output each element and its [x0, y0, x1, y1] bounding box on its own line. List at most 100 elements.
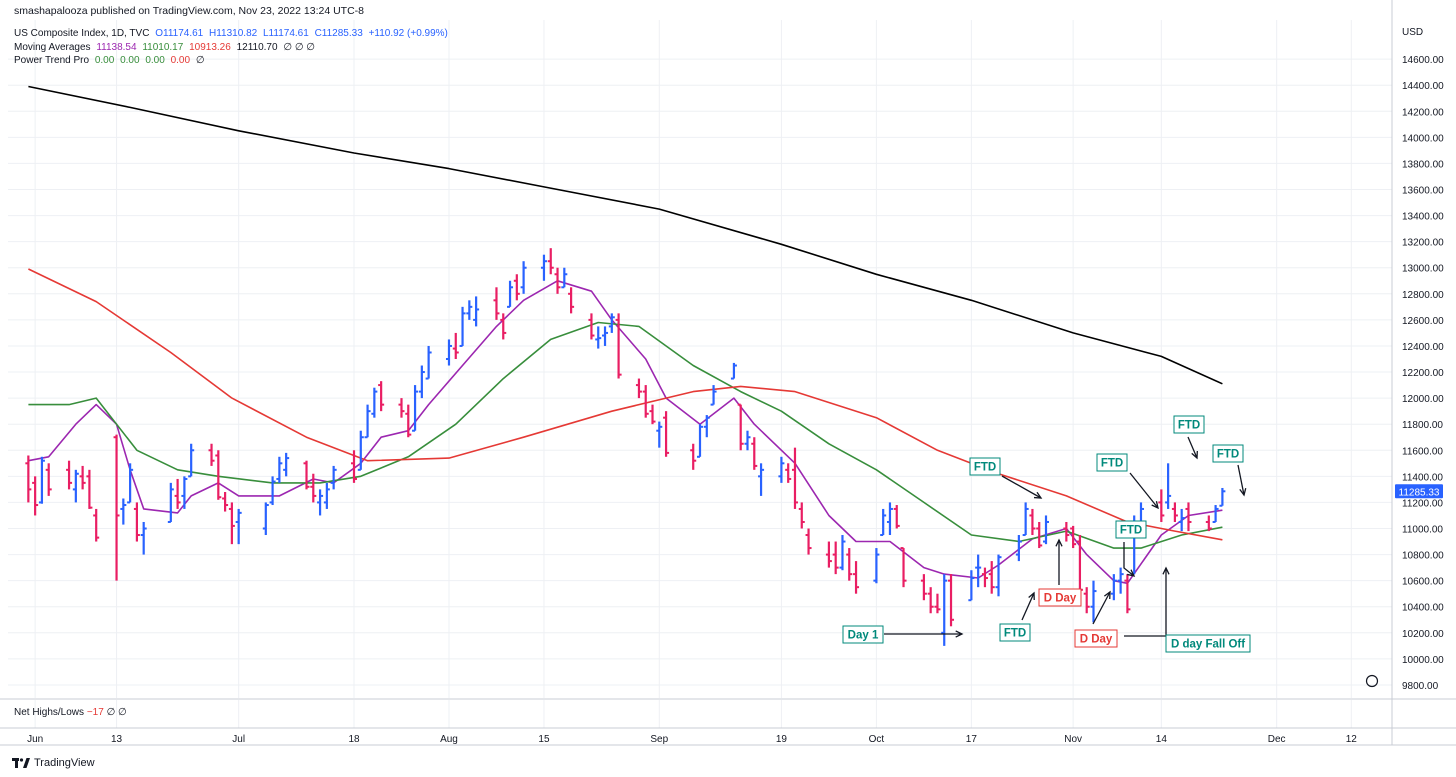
ma-line — [28, 321, 1223, 549]
footer-brand[interactable]: TradingView — [12, 757, 95, 769]
ohlc-bar — [608, 313, 615, 333]
annotation-arrow-head — [1033, 491, 1043, 499]
ohlc-bar — [79, 465, 86, 490]
symbol-name: US Composite Index, 1D, TVC — [14, 28, 150, 39]
annotation-label: D Day — [1080, 634, 1113, 646]
time-tick-label: Sep — [650, 734, 668, 745]
annotation-box — [969, 457, 1001, 476]
ohlc-bar — [330, 465, 337, 490]
annotation: D Day — [1038, 538, 1082, 607]
price-tick-label: 11800.00 — [1402, 420, 1443, 431]
ohlc-bar — [418, 365, 425, 399]
ohlc-bar — [758, 463, 765, 496]
circle-icon — [1365, 674, 1379, 688]
ohlc-bar — [710, 385, 717, 406]
annotation: Day 1 — [842, 625, 964, 644]
time-tick-label: Dec — [1268, 734, 1286, 745]
ohlc-bar — [649, 404, 656, 425]
annotation-label: D Day — [1044, 593, 1077, 605]
price-tick-label: 12000.00 — [1402, 394, 1444, 405]
nhl-na: ∅ ∅ — [106, 707, 127, 718]
close-value: C11285.33 — [314, 28, 363, 39]
ohlc-bar — [276, 456, 283, 483]
ohlc-bar — [317, 489, 324, 516]
ohlc-bar — [398, 398, 405, 418]
ohlc-bar — [86, 469, 93, 509]
ohlc-bar — [1070, 525, 1077, 549]
ohlc-bar — [615, 313, 622, 379]
ohlc-bar — [167, 482, 174, 523]
ohlc-bar — [642, 385, 649, 418]
ohlc-bar — [113, 434, 120, 581]
chart-grid — [8, 20, 1392, 728]
time-tick-label: 19 — [776, 734, 788, 745]
annotation-box — [999, 623, 1031, 642]
ohlc-bar — [378, 381, 385, 412]
price-tick-label: 12200.00 — [1402, 368, 1444, 379]
ohlc-bar — [554, 267, 561, 294]
annotation-arrow-head — [1151, 501, 1159, 510]
pt-label: Power Trend Pro — [14, 55, 90, 66]
ohlc-bar — [1110, 574, 1117, 601]
time-tick-label: 14 — [1156, 734, 1168, 745]
price-bars — [25, 248, 1226, 646]
annotation-label: FTD — [1217, 449, 1239, 461]
annotation: FTD — [1096, 453, 1159, 510]
annotation-box — [1096, 453, 1128, 472]
ma-legend: Moving Averages 11138.54 11010.17 10913.… — [14, 42, 318, 53]
price-tick-label: 12400.00 — [1402, 342, 1444, 353]
ohlc-bar — [228, 502, 235, 545]
ohlc-bar — [791, 447, 798, 509]
ohlc-bar — [310, 473, 317, 503]
ohlc-bar — [459, 306, 466, 347]
annotation-label: FTD — [974, 462, 996, 474]
ohlc-bar — [948, 574, 955, 627]
ohlc-bar — [832, 541, 839, 575]
annotations: Day 1 FTD D Day FTD D Day FTD D day Fall Off FT… — [842, 415, 1251, 653]
ohlc-bar — [412, 385, 419, 432]
pt-na: ∅ — [195, 55, 205, 66]
annotation-label: FTD — [1004, 628, 1026, 640]
time-tick-label: Nov — [1064, 734, 1082, 745]
ohlc-bar — [825, 541, 832, 568]
time-tick-label: Jul — [232, 734, 245, 745]
annotation-arrow-head — [1239, 488, 1247, 497]
pt-value-2: 0.00 — [120, 55, 140, 66]
ohlc-bar — [364, 404, 371, 439]
ohlc-bar — [188, 443, 195, 478]
ohlc-bar — [893, 505, 900, 529]
ohlc-bar — [72, 469, 79, 503]
change-value: +110.92 (+0.99%) — [368, 28, 448, 39]
price-tick-label: 12800.00 — [1402, 290, 1444, 301]
ohlc-bar — [405, 404, 412, 438]
price-tick-label: 10000.00 — [1402, 655, 1444, 666]
ohlc-bar — [493, 287, 500, 320]
ohlc-bar — [1036, 521, 1043, 549]
ohlc-bar — [785, 463, 792, 483]
chart-axes: USD 9800.00 10000.00 10200.00 10400.00 10600.… — [0, 0, 1456, 746]
ohlc-bar — [500, 313, 507, 340]
annotation-label: FTD — [1178, 420, 1200, 432]
ohlc-bar — [988, 561, 995, 594]
ohlc-bar — [880, 508, 887, 537]
symbol-legend: US Composite Index, 1D, TVC O11174.61 H1… — [14, 28, 451, 39]
ohlc-bar — [886, 502, 893, 536]
price-tick-label: 12600.00 — [1402, 316, 1444, 327]
ohlc-bar — [473, 296, 480, 327]
ohlc-bar — [968, 570, 975, 602]
pt-value-3: 0.00 — [145, 55, 165, 66]
price-tick-label: 14200.00 — [1402, 107, 1444, 118]
price-tick-label: 11200.00 — [1402, 498, 1443, 509]
price-tick-label: 13600.00 — [1402, 186, 1444, 197]
annotation-box — [1038, 588, 1082, 607]
price-tick-label: 14600.00 — [1402, 55, 1444, 66]
annotation-arrow-head — [1103, 590, 1111, 600]
ohlc-bar — [751, 437, 758, 470]
price-tick-label: 10400.00 — [1402, 603, 1444, 614]
ohlc-bar — [561, 267, 568, 289]
annotation-arrow — [1001, 475, 1042, 499]
annotation-arrow — [1129, 472, 1159, 509]
pt-value-1: 0.00 — [94, 55, 115, 66]
ohlc-bar — [262, 502, 269, 536]
